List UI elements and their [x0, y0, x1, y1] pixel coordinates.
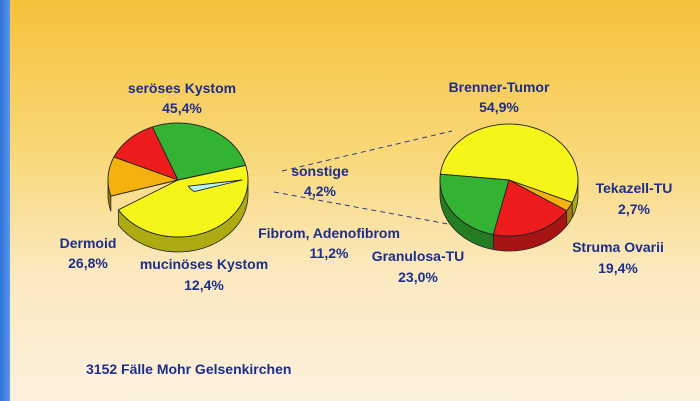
- label-granulosa-tu: Granulosa-TU: [372, 248, 465, 264]
- value-seroeses-kystom: 45,4%: [162, 100, 202, 116]
- pie-slice-brenner-tumor: [439, 123, 579, 203]
- label-dermoid: Dermoid: [60, 235, 117, 251]
- label-sonstige: sonstige: [291, 163, 349, 179]
- pie-slice-sonstige: [187, 179, 243, 192]
- pie-chart-sonstige-breakdown: [439, 123, 579, 252]
- value-struma-ovarii: 19,4%: [598, 260, 638, 276]
- label-mucinoeses-kystom: mucinöses Kystom: [140, 256, 268, 272]
- value-granulosa-tu: 23,0%: [398, 269, 438, 285]
- pie-slice-struma-ovarii: [492, 179, 568, 237]
- connector-line-lower: [273, 191, 449, 225]
- label-tekazell-tu: Tekazell-TU: [596, 180, 673, 196]
- pie-chart-main: [107, 122, 249, 253]
- value-brenner-tumor: 54,9%: [479, 99, 519, 115]
- value-tekazell-tu: 2,7%: [618, 201, 650, 217]
- value-fibrom-adenofibrom: 11,2%: [310, 245, 349, 261]
- left-accent-bar: [0, 0, 10, 401]
- pie-slice-tekazell-tu: [508, 179, 573, 212]
- label-seroeses-kystom: seröses Kystom: [128, 80, 236, 96]
- value-sonstige: 4,2%: [304, 183, 336, 199]
- footer-source-note: 3152 Fälle Mohr Gelsenkirchen: [86, 361, 292, 377]
- pie-slice-mucinoeses-kystom: [113, 126, 179, 181]
- connector-line-upper: [281, 130, 453, 172]
- label-brenner-tumor: Brenner-Tumor: [449, 79, 550, 95]
- pie-slice-granulosa-tu: [439, 173, 510, 235]
- value-mucinoeses-kystom: 12,4%: [184, 277, 224, 293]
- value-dermoid: 26,8%: [68, 255, 108, 271]
- label-struma-ovarii: Struma Ovarii: [572, 239, 664, 255]
- label-fibrom-adenofibrom: Fibrom, Adenofibrom: [258, 225, 400, 241]
- pie-slice-dermoid: [151, 122, 247, 181]
- pie-slice-fibrom-adenofibrom: [107, 156, 179, 197]
